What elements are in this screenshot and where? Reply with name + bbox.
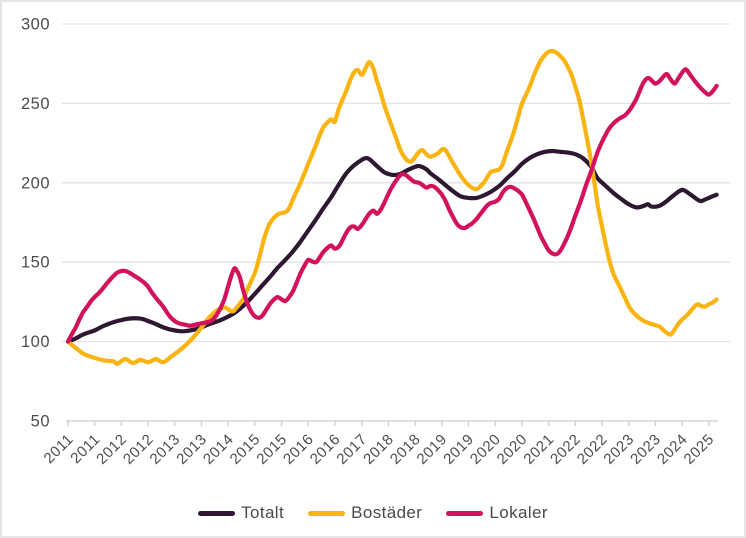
legend-item-lokaler: Lokaler — [446, 503, 548, 523]
y-axis-label: 150 — [21, 254, 50, 272]
x-axis-label: 2017 — [333, 431, 370, 468]
x-axis-label: 2025 — [681, 431, 718, 468]
legend-item-totalt: Totalt — [198, 503, 284, 523]
y-axis-label: 200 — [21, 174, 50, 192]
x-axis-label: 2013 — [173, 431, 210, 468]
x-axis-label: 2016 — [307, 431, 344, 468]
x-axis-label: 2019 — [414, 431, 451, 468]
x-axis-label: 2020 — [467, 431, 504, 468]
x-axis-label: 2023 — [600, 431, 637, 468]
price-index-line-chart: 3002502001501005020112011201220122013201… — [21, 16, 730, 468]
series-line-bostder — [65, 48, 719, 366]
legend-label: Totalt — [241, 503, 285, 522]
x-axis-label: 2021 — [520, 431, 557, 468]
legend-swatch — [308, 510, 346, 516]
x-axis-label: 2012 — [93, 431, 130, 468]
x-axis-label: 2016 — [280, 431, 317, 468]
x-axis-label: 2015 — [253, 431, 290, 468]
y-axis-label: 300 — [21, 16, 50, 34]
legend-swatch — [198, 510, 236, 516]
y-axis-label: 100 — [21, 333, 50, 351]
series-line-lokaler — [65, 67, 719, 344]
x-axis-label: 2024 — [654, 431, 691, 468]
legend-swatch — [446, 510, 484, 516]
x-axis-label: 2011 — [41, 431, 77, 467]
x-axis-label: 2015 — [227, 431, 264, 468]
x-axis-label: 2020 — [494, 431, 531, 468]
y-axis-label: 50 — [31, 413, 50, 431]
legend-label: Lokaler — [489, 503, 548, 522]
x-axis-label: 2019 — [440, 431, 477, 468]
x-axis-label: 2018 — [360, 431, 397, 468]
x-axis-label: 2014 — [200, 431, 237, 468]
legend: Totalt Bostäder Lokaler — [2, 496, 744, 530]
x-axis-label: 2022 — [574, 431, 611, 468]
x-axis-label: 2013 — [147, 431, 184, 468]
y-axis-label: 250 — [21, 95, 50, 113]
x-axis-label: 2023 — [627, 431, 664, 468]
x-axis-label: 2018 — [387, 431, 424, 468]
x-axis-label: 2012 — [120, 431, 157, 468]
legend-label: Bostäder — [351, 503, 423, 522]
x-axis-label: 2022 — [547, 431, 584, 468]
legend-item-bostder: Bostäder — [308, 503, 422, 523]
